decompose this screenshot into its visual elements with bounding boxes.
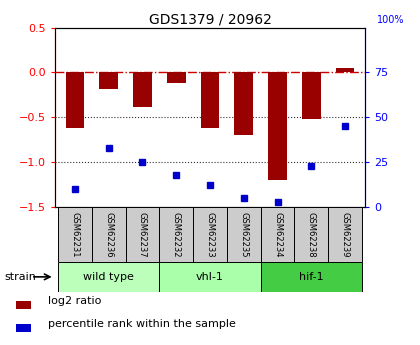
Bar — [58, 262, 159, 292]
Bar — [133, 72, 152, 107]
Bar — [66, 72, 84, 128]
Text: hif-1: hif-1 — [299, 272, 324, 282]
Text: vhl-1: vhl-1 — [196, 272, 224, 282]
Text: GSM62235: GSM62235 — [239, 212, 248, 257]
Bar — [328, 207, 362, 262]
Bar — [92, 207, 126, 262]
Text: GSM62231: GSM62231 — [71, 212, 79, 257]
Text: GSM62238: GSM62238 — [307, 212, 316, 257]
Bar — [159, 262, 261, 292]
Text: 100%: 100% — [377, 15, 404, 25]
Text: GSM62239: GSM62239 — [341, 212, 349, 257]
Text: percentile rank within the sample: percentile rank within the sample — [48, 319, 236, 329]
Text: GSM62232: GSM62232 — [172, 212, 181, 257]
Bar — [302, 72, 320, 119]
Bar — [201, 72, 219, 128]
Bar — [294, 207, 328, 262]
Bar — [261, 207, 294, 262]
Bar — [100, 72, 118, 89]
Text: GSM62237: GSM62237 — [138, 212, 147, 257]
Text: GSM62233: GSM62233 — [205, 212, 215, 257]
Text: log2 ratio: log2 ratio — [48, 296, 102, 306]
Bar — [234, 72, 253, 135]
Bar — [227, 207, 261, 262]
Bar — [159, 207, 193, 262]
Text: GSM62236: GSM62236 — [104, 212, 113, 257]
Bar — [268, 72, 287, 180]
Bar — [16, 324, 31, 332]
Title: GDS1379 / 20962: GDS1379 / 20962 — [149, 12, 271, 27]
Text: strain: strain — [4, 272, 36, 282]
Bar — [126, 207, 159, 262]
Text: wild type: wild type — [83, 272, 134, 282]
Bar — [58, 207, 92, 262]
Bar — [261, 262, 362, 292]
Text: GSM62234: GSM62234 — [273, 212, 282, 257]
Bar — [167, 72, 186, 83]
Bar — [16, 302, 31, 309]
Bar — [193, 207, 227, 262]
Bar — [336, 68, 354, 72]
